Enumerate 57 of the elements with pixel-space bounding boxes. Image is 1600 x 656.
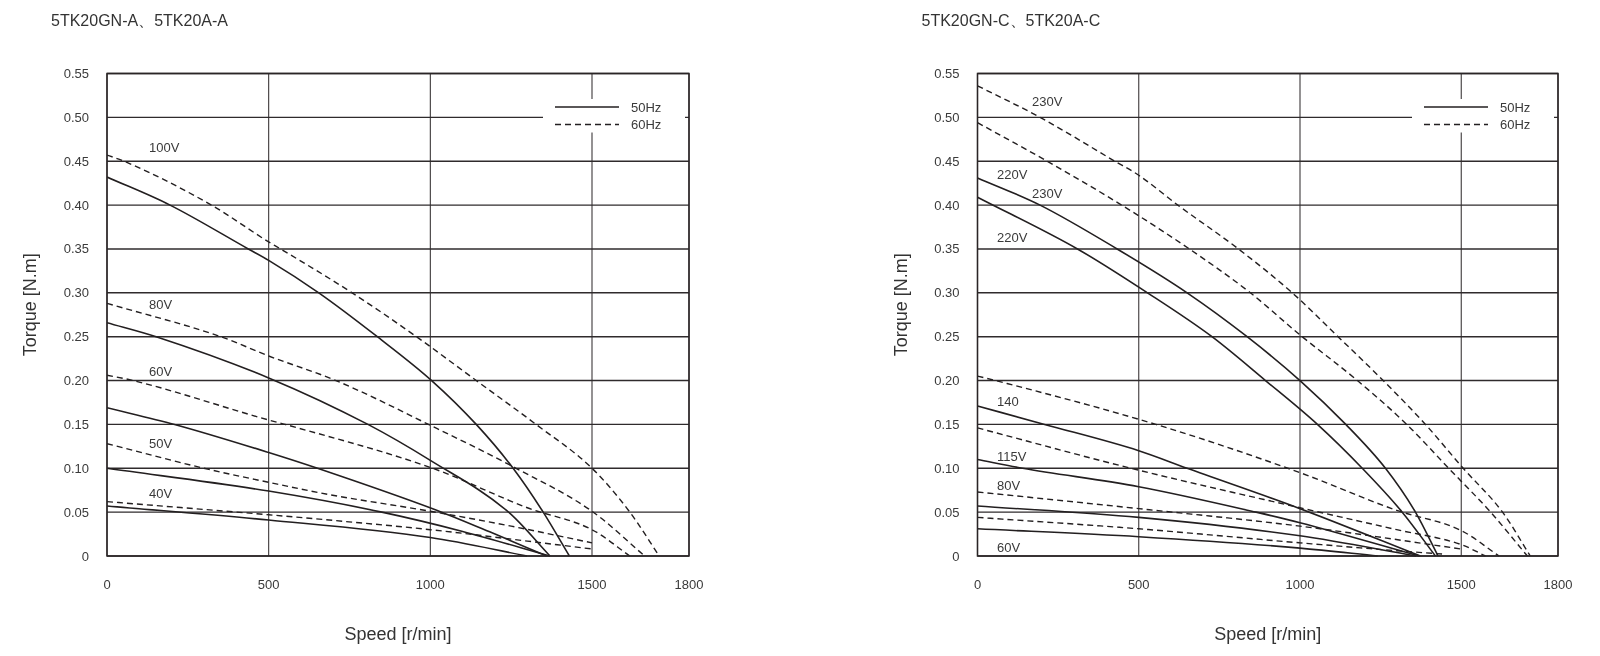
x-tick-label: 1000 <box>415 577 445 592</box>
y-tick-label: 0.45 <box>63 153 89 169</box>
x-axis-title: Speed [r/min] <box>344 624 452 644</box>
annotation: 230V <box>1032 185 1063 201</box>
y-tick-label: 0.15 <box>63 416 89 432</box>
x-tick-label: 1500 <box>1446 577 1476 592</box>
annotation: 60V <box>149 363 173 379</box>
y-tick-label: 0.25 <box>63 329 89 345</box>
annotation: 80V <box>149 297 173 312</box>
legend-label: 50Hz <box>631 99 662 115</box>
annotation: 100V <box>149 139 180 155</box>
x-tick-label: 500 <box>1127 577 1150 592</box>
y-tick-label: 0.35 <box>934 241 960 257</box>
x-tick-label: 1500 <box>577 577 607 592</box>
y-tick-label: 0.30 <box>63 285 89 301</box>
y-tick-label: 0.25 <box>934 329 960 345</box>
y-tick-label: 0.55 <box>934 66 960 81</box>
annotation: 60V <box>997 540 1021 556</box>
y-tick-label: 0.40 <box>934 197 960 213</box>
chart-title: 5TK20GN-A、5TK20A-A <box>51 12 229 29</box>
legend-label: 60Hz <box>1500 117 1531 132</box>
y-tick-label: 0 <box>952 548 960 564</box>
x-tick-label: 0 <box>973 577 982 592</box>
annotation: 40V <box>149 485 173 501</box>
y-tick-label: 0.10 <box>63 460 89 476</box>
y-tick-label: 0 <box>81 548 89 564</box>
x-tick-label: 1800 <box>1543 577 1573 592</box>
annotation: 50V <box>149 435 173 451</box>
chart-title: 5TK20GN-C、5TK20A-C <box>921 12 1101 29</box>
y-tick-label: 0.50 <box>63 109 89 125</box>
y-tick-label: 0.20 <box>63 373 89 389</box>
y-tick-label: 0.45 <box>934 153 960 169</box>
y-tick-label: 0.05 <box>63 504 89 520</box>
y-axis-title: Torque [N.m] <box>20 253 40 357</box>
y-tick-label: 0.15 <box>934 416 960 432</box>
y-tick-label: 0.05 <box>934 504 960 520</box>
x-tick-label: 1800 <box>674 577 704 592</box>
y-tick-label: 0.55 <box>63 66 89 81</box>
x-tick-label: 1000 <box>1285 577 1315 592</box>
y-tick-label: 0.50 <box>934 109 960 125</box>
y-tick-label: 0.35 <box>63 241 89 257</box>
y-tick-label: 0.30 <box>934 285 960 301</box>
annotation: 220V <box>997 167 1028 183</box>
x-tick-label: 0 <box>103 577 111 592</box>
annotation: 230V <box>1032 93 1063 109</box>
annotation: 80V <box>997 477 1021 493</box>
y-tick-label: 0.40 <box>63 197 89 213</box>
y-axis-title: Torque [N.m] <box>890 253 911 357</box>
annotation: 220V <box>997 230 1028 246</box>
annotation: 140 <box>997 394 1019 410</box>
x-tick-label: 500 <box>257 577 280 592</box>
legend-label: 60Hz <box>631 117 662 132</box>
legend-label: 50Hz <box>1500 99 1531 115</box>
x-axis-title: Speed [r/min] <box>1214 624 1322 644</box>
y-tick-label: 0.20 <box>934 373 960 389</box>
annotation: 115V <box>997 448 1027 464</box>
y-tick-label: 0.10 <box>934 460 960 476</box>
